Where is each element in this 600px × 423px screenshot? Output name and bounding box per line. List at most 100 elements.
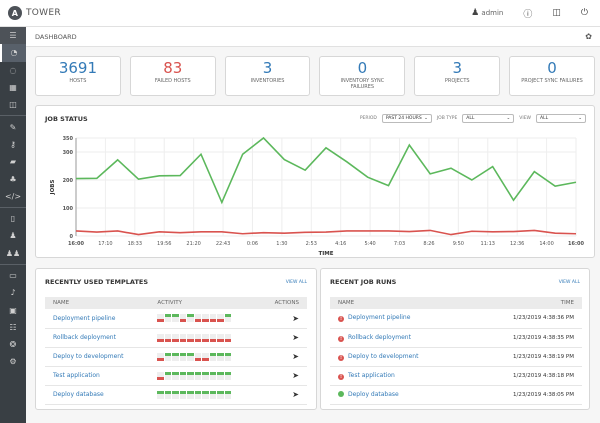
activity-success-bar[interactable]	[209, 371, 217, 380]
sidebar-item-teams[interactable]: ♟♟	[0, 245, 26, 262]
launch-rocket-icon[interactable]: ➤	[258, 385, 307, 405]
activity-success-bar[interactable]	[172, 314, 179, 323]
sidebar-item-credential-types[interactable]: ▭	[0, 267, 26, 284]
activity-success-bar[interactable]	[224, 371, 232, 380]
sidebar-item-inventories[interactable]: ♣	[0, 170, 26, 187]
sidebar-item-credentials[interactable]: ⚷	[0, 136, 26, 153]
job-link[interactable]: Deploy database	[348, 391, 399, 398]
sidebar-item-schedules[interactable]: ▦	[0, 79, 26, 96]
sidebar-item-users[interactable]: ♟	[0, 227, 26, 244]
template-link[interactable]: Deployment pipeline	[53, 314, 116, 322]
activity-success-bar[interactable]	[217, 390, 224, 399]
activity-success-bar[interactable]	[179, 390, 187, 399]
activity-success-bar[interactable]	[179, 352, 187, 361]
launch-rocket-icon[interactable]: ➤	[258, 366, 307, 386]
activity-fail-bar[interactable]	[179, 333, 187, 342]
stat-card[interactable]: 0 INVENTORY SYNC FAILURES	[319, 56, 406, 96]
job-type-select[interactable]: ALL ⌄	[462, 114, 515, 123]
activity-success-bar[interactable]	[187, 314, 194, 323]
activity-fail-bar[interactable]	[157, 371, 164, 380]
activity-fail-bar[interactable]	[157, 333, 164, 342]
activity-fail-bar[interactable]	[217, 314, 224, 323]
view-select[interactable]: ALL ⌄	[536, 114, 586, 123]
activity-success-bar[interactable]	[187, 371, 194, 380]
sidebar-item-inventory-scripts[interactable]: </>	[0, 188, 26, 205]
job-link[interactable]: Rollback deployment	[348, 333, 411, 341]
activity-fail-bar[interactable]	[194, 333, 202, 342]
activity-fail-bar[interactable]	[172, 333, 179, 342]
power-icon[interactable]: ⏻	[580, 8, 588, 18]
period-select[interactable]: PAST 24 HOURS ⌄	[381, 114, 432, 123]
activity-fail-bar[interactable]	[157, 352, 164, 361]
sidebar-item-jobs[interactable]: ◌	[0, 62, 26, 79]
activity-success-bar[interactable]	[164, 390, 172, 399]
activity-fail-bar[interactable]	[209, 333, 217, 342]
activity-success-bar[interactable]	[224, 390, 232, 399]
sidebar-item-settings[interactable]: ⚙	[0, 353, 26, 370]
job-link[interactable]: Test application	[348, 371, 395, 379]
info-icon[interactable]: ⓘ	[523, 9, 533, 20]
activity-success-bar[interactable]	[209, 352, 217, 361]
activity-fail-bar[interactable]	[209, 314, 217, 323]
template-link[interactable]: Rollback deployment	[53, 334, 116, 341]
brand-logo[interactable]: A TOWER	[8, 6, 61, 20]
activity-fail-bar[interactable]	[217, 333, 224, 342]
activity-success-bar[interactable]	[157, 390, 164, 399]
template-link[interactable]: Deploy to development	[53, 353, 124, 360]
activity-fail-bar[interactable]	[194, 314, 202, 323]
activity-success-bar[interactable]	[194, 371, 202, 380]
launch-rocket-icon[interactable]: ➤	[258, 347, 307, 367]
activity-fail-bar[interactable]	[164, 333, 172, 342]
sidebar-item-notifications[interactable]: ♪	[0, 284, 26, 301]
activity-success-bar[interactable]	[187, 352, 194, 361]
launch-rocket-icon[interactable]: ➤	[258, 309, 307, 329]
activity-fail-bar[interactable]	[202, 314, 209, 323]
activity-fail-bar[interactable]	[224, 333, 232, 342]
activity-success-bar[interactable]	[179, 371, 187, 380]
activity-fail-bar[interactable]	[187, 333, 194, 342]
stat-card[interactable]: 3 INVENTORIES	[224, 56, 311, 96]
activity-success-bar[interactable]	[224, 352, 232, 361]
job-runs-view-all-link[interactable]: VIEW ALL	[558, 280, 580, 285]
sidebar-item-templates[interactable]: ✎	[0, 118, 26, 135]
sidebar-item-dashboard[interactable]: ◔	[0, 44, 26, 62]
template-link[interactable]: Deploy database	[53, 391, 104, 398]
activity-stream-icon[interactable]: ✿	[585, 32, 592, 41]
docs-book-icon[interactable]: ◫	[552, 8, 561, 18]
sidebar-item-menu[interactable]: ☰	[0, 27, 26, 45]
activity-success-bar[interactable]	[172, 390, 179, 399]
sidebar-item-management-jobs[interactable]: ▣	[0, 301, 26, 318]
activity-success-bar[interactable]	[217, 371, 224, 380]
stat-card[interactable]: 83 FAILED HOSTS	[129, 56, 216, 96]
job-link[interactable]: Deployment pipeline	[348, 314, 411, 322]
templates-view-all-link[interactable]: VIEW ALL	[285, 280, 307, 285]
activity-success-bar[interactable]	[164, 314, 172, 323]
activity-success-bar[interactable]	[224, 314, 232, 323]
stat-card[interactable]: 3691 HOSTS	[35, 56, 121, 96]
activity-fail-bar[interactable]	[202, 352, 209, 361]
user-menu[interactable]: ♟ admin	[471, 8, 503, 18]
activity-success-bar[interactable]	[164, 352, 172, 361]
activity-success-bar[interactable]	[172, 371, 179, 380]
activity-success-bar[interactable]	[164, 371, 172, 380]
sidebar-item-organizations[interactable]: ▯	[0, 210, 26, 227]
sidebar-item-instance-groups[interactable]: ☷	[0, 319, 26, 336]
sidebar-item-projects[interactable]: ▰	[0, 153, 26, 170]
activity-fail-bar[interactable]	[179, 314, 187, 323]
job-link[interactable]: Deploy to development	[348, 352, 419, 360]
activity-success-bar[interactable]	[187, 390, 194, 399]
activity-success-bar[interactable]	[202, 390, 209, 399]
sidebar-item-applications[interactable]: ❂	[0, 336, 26, 353]
activity-fail-bar[interactable]	[157, 314, 164, 323]
sidebar-item-my-view[interactable]: ◫	[0, 96, 26, 113]
activity-success-bar[interactable]	[194, 390, 202, 399]
template-link[interactable]: Test application	[53, 372, 100, 379]
activity-fail-bar[interactable]	[202, 333, 209, 342]
activity-success-bar[interactable]	[202, 371, 209, 380]
activity-success-bar[interactable]	[217, 352, 224, 361]
activity-fail-bar[interactable]	[194, 352, 202, 361]
launch-rocket-icon[interactable]: ➤	[258, 328, 307, 348]
activity-success-bar[interactable]	[209, 390, 217, 399]
activity-success-bar[interactable]	[172, 352, 179, 361]
stat-card[interactable]: 0 PROJECT SYNC FAILURES	[509, 56, 595, 96]
